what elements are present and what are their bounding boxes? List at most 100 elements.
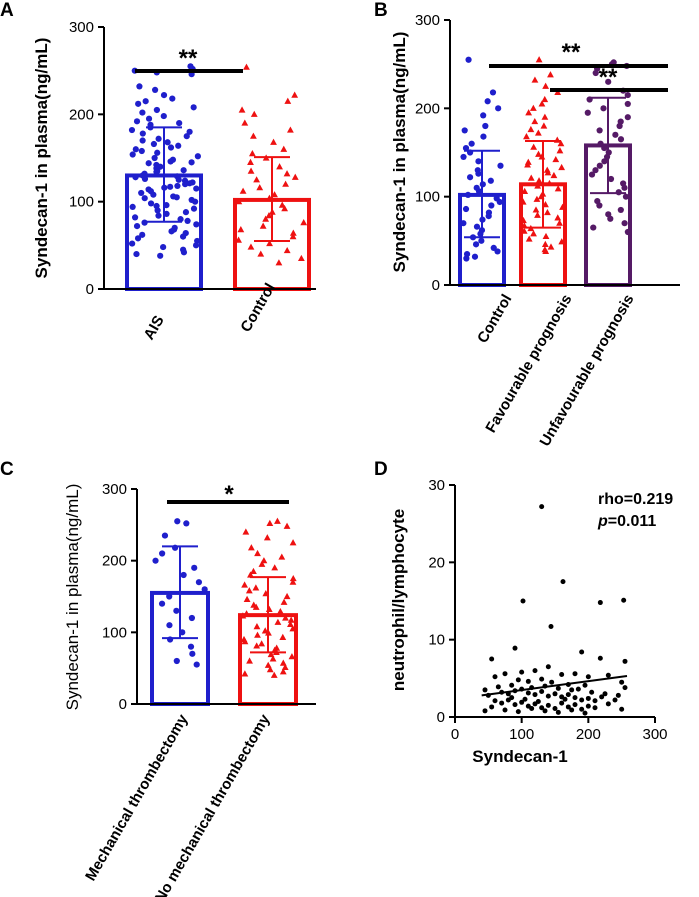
- y-tick-label: 300: [415, 12, 440, 29]
- scatter-point: [589, 689, 595, 695]
- data-point: [461, 127, 468, 134]
- data-point: [173, 194, 180, 201]
- data-point: [600, 105, 607, 112]
- data-point: [166, 622, 173, 629]
- scatter-point: [509, 682, 515, 688]
- data-point: [624, 228, 631, 236]
- data-point: [535, 56, 543, 63]
- scatter-point: [539, 676, 545, 682]
- data-point: [462, 144, 470, 152]
- x-tick-label: 300: [642, 726, 667, 743]
- data-point: [183, 520, 190, 527]
- data-point: [279, 633, 287, 640]
- data-point: [187, 643, 195, 650]
- data-point: [525, 109, 533, 116]
- data-point: [525, 235, 533, 242]
- data-point: [300, 219, 308, 226]
- data-point: [276, 607, 284, 615]
- data-point: [480, 112, 487, 119]
- x-tick-label: 0: [451, 726, 459, 743]
- data-point: [192, 242, 200, 249]
- data-point: [150, 140, 158, 148]
- scatter-point: [539, 705, 545, 711]
- data-point: [530, 143, 538, 150]
- scatter-point: [512, 645, 518, 651]
- data-point: [527, 174, 535, 181]
- x-tick-label: 100: [509, 726, 534, 743]
- data-point: [249, 132, 257, 139]
- y-tick-label: 200: [415, 100, 440, 117]
- data-point: [254, 549, 261, 557]
- panel-b-category-label-control: Control: [474, 292, 515, 347]
- data-point: [592, 69, 599, 77]
- scatter-point: [522, 696, 528, 702]
- scatter-point: [575, 686, 581, 692]
- panel-label-b: B: [374, 0, 388, 21]
- data-point: [160, 112, 167, 120]
- data-point: [174, 518, 181, 525]
- data-point: [523, 133, 530, 140]
- data-point: [596, 202, 603, 209]
- scatter-point: [585, 674, 591, 680]
- scatter-point: [520, 598, 526, 604]
- data-point: [190, 104, 197, 111]
- scatter-point: [532, 692, 538, 698]
- data-point: [612, 131, 619, 138]
- data-point: [192, 198, 199, 205]
- data-point: [283, 246, 291, 254]
- data-point: [266, 239, 273, 247]
- panel-c-significance-star: *: [224, 481, 234, 508]
- data-point: [534, 211, 541, 218]
- data-point: [133, 223, 141, 230]
- y-tick-label: 100: [102, 624, 127, 641]
- data-point: [463, 255, 470, 262]
- data-point: [270, 138, 277, 145]
- data-point: [180, 571, 187, 579]
- scatter-point: [552, 691, 558, 697]
- data-point: [607, 175, 615, 183]
- scatter-point: [482, 708, 488, 714]
- scatter-point: [612, 697, 618, 703]
- data-point: [177, 216, 184, 223]
- data-point: [601, 144, 608, 152]
- data-point: [166, 593, 173, 600]
- data-point: [489, 89, 497, 96]
- data-point: [183, 133, 190, 140]
- scatter-point: [622, 685, 628, 691]
- data-point: [546, 179, 553, 187]
- data-point: [544, 208, 551, 216]
- data-point: [558, 163, 566, 171]
- data-point: [141, 175, 149, 183]
- y-tick-label: 200: [69, 106, 94, 123]
- data-point: [554, 214, 562, 221]
- scatter-point: [622, 658, 628, 664]
- panel-label-a: A: [0, 0, 14, 21]
- panel-d-points: [482, 504, 628, 716]
- panel-a-bars: [125, 63, 311, 291]
- scatter-point: [605, 701, 611, 707]
- data-point: [154, 149, 161, 156]
- scatter-point: [559, 671, 565, 677]
- data-point: [494, 248, 501, 255]
- data-point: [289, 539, 297, 546]
- data-point: [175, 142, 182, 149]
- data-point: [159, 550, 166, 557]
- panel-d-x-axis-label: Syndecan-1: [472, 747, 567, 766]
- scatter-point: [542, 708, 548, 714]
- data-point: [485, 213, 492, 220]
- data-point: [266, 666, 274, 673]
- data-point: [616, 122, 623, 130]
- data-point: [247, 167, 255, 174]
- data-point: [254, 631, 261, 638]
- data-point: [145, 160, 152, 167]
- data-point: [283, 592, 291, 600]
- data-point: [287, 620, 294, 628]
- data-point: [274, 517, 281, 524]
- scatter-point: [519, 699, 525, 705]
- scatter-point: [572, 695, 578, 701]
- data-point: [175, 176, 182, 183]
- data-point: [176, 119, 183, 127]
- scatter-point: [555, 685, 561, 691]
- data-point: [524, 161, 531, 168]
